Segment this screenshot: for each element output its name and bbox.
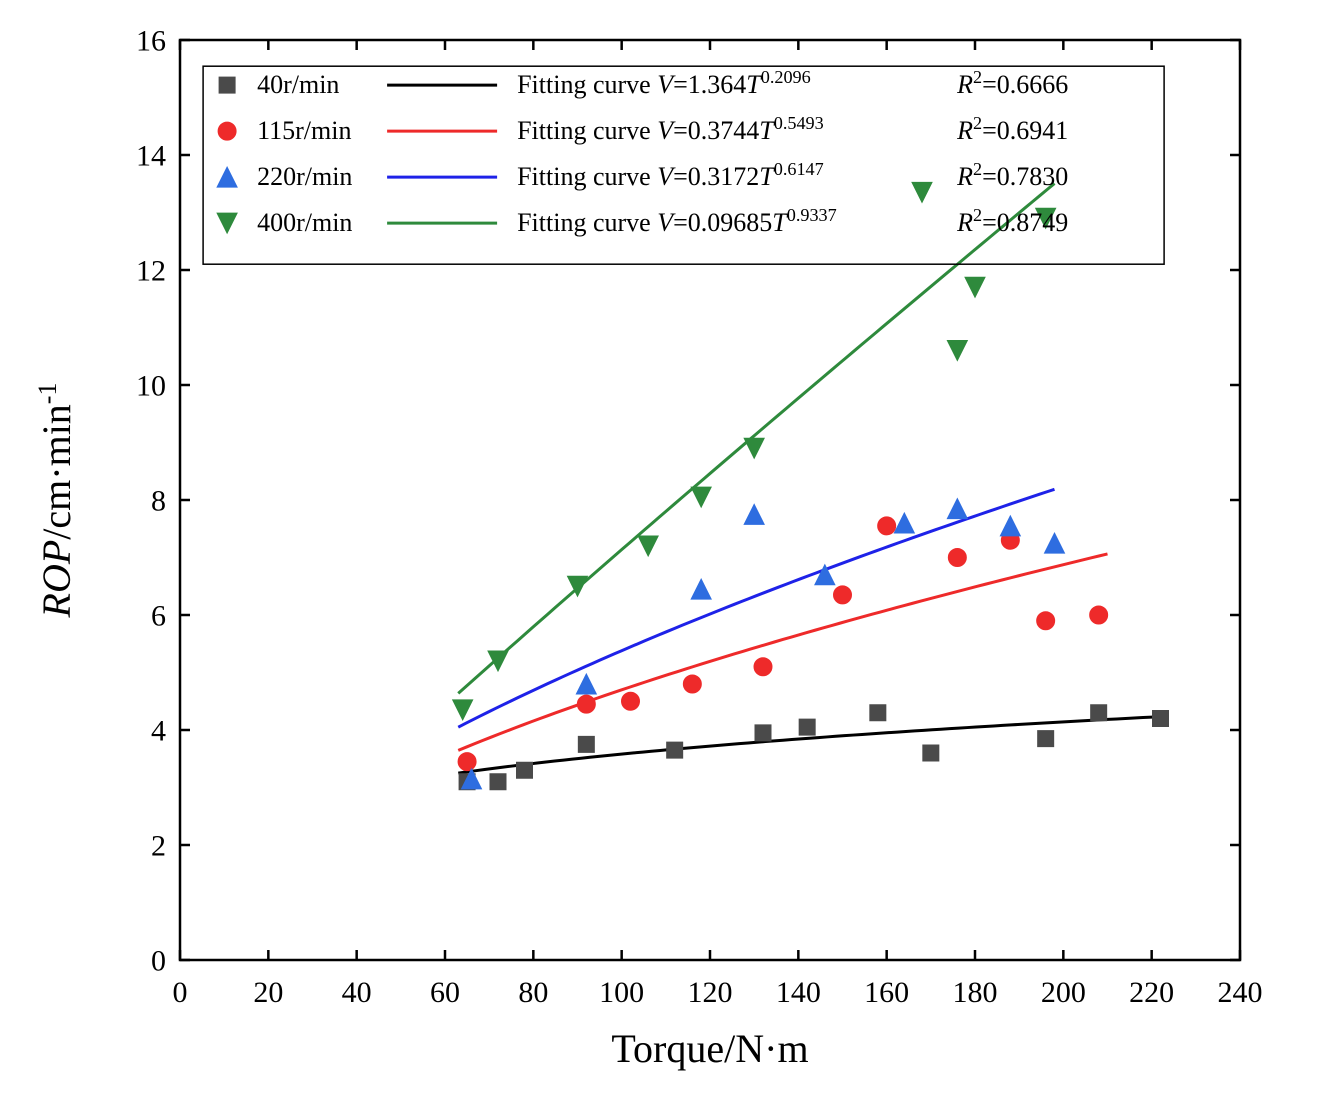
legend-r2: R2=0.7830: [956, 159, 1068, 191]
y-tick-label: 8: [151, 485, 166, 518]
x-tick-label: 160: [864, 976, 909, 1009]
x-axis-title: Torque/N·m: [611, 1026, 808, 1071]
x-tick-label: 140: [776, 976, 821, 1009]
scatter-fit-chart: 0 20 40 60 80 100 120 140 160 180 200 220 240 0 2 4 6 8 10…: [0, 0, 1342, 1120]
legend-series-label: 400r/min: [257, 208, 352, 237]
chart-container: 0 20 40 60 80 100 120 140 160 180 200 220 240 0 2 4 6 8 10…: [0, 0, 1342, 1120]
legend-r2: R2=0.6666: [956, 67, 1068, 99]
y-tick-label: 10: [136, 370, 166, 403]
legend-series-label: 220r/min: [257, 162, 352, 191]
legend-r2: R2=0.6941: [956, 113, 1068, 145]
legend-series-label: 115r/min: [257, 116, 351, 145]
x-tick-label: 40: [342, 976, 372, 1009]
x-tick-label: 100: [599, 976, 644, 1009]
x-tick-label: 20: [253, 976, 283, 1009]
x-tick-label: 80: [518, 976, 548, 1009]
x-tick-label: 180: [953, 976, 998, 1009]
y-tick-label: 16: [136, 25, 166, 58]
x-tick-label: 220: [1129, 976, 1174, 1009]
y-tick-label: 2: [151, 830, 166, 863]
x-tick-label: 0: [173, 976, 188, 1009]
y-axis-title: ROP/cm·min-1: [33, 383, 80, 619]
x-tick-label: 120: [688, 976, 733, 1009]
y-tick-label: 6: [151, 600, 166, 633]
y-tick-label: 12: [136, 255, 166, 288]
x-tick-label: 200: [1041, 976, 1086, 1009]
legend-series-label: 40r/min: [257, 70, 339, 99]
x-tick-label: 240: [1218, 976, 1263, 1009]
legend-r2: R2=0.8749: [956, 205, 1068, 237]
x-tick-label: 60: [430, 976, 460, 1009]
y-tick-label: 4: [151, 715, 166, 748]
y-tick-label: 0: [151, 945, 166, 978]
y-tick-label: 14: [136, 140, 166, 173]
